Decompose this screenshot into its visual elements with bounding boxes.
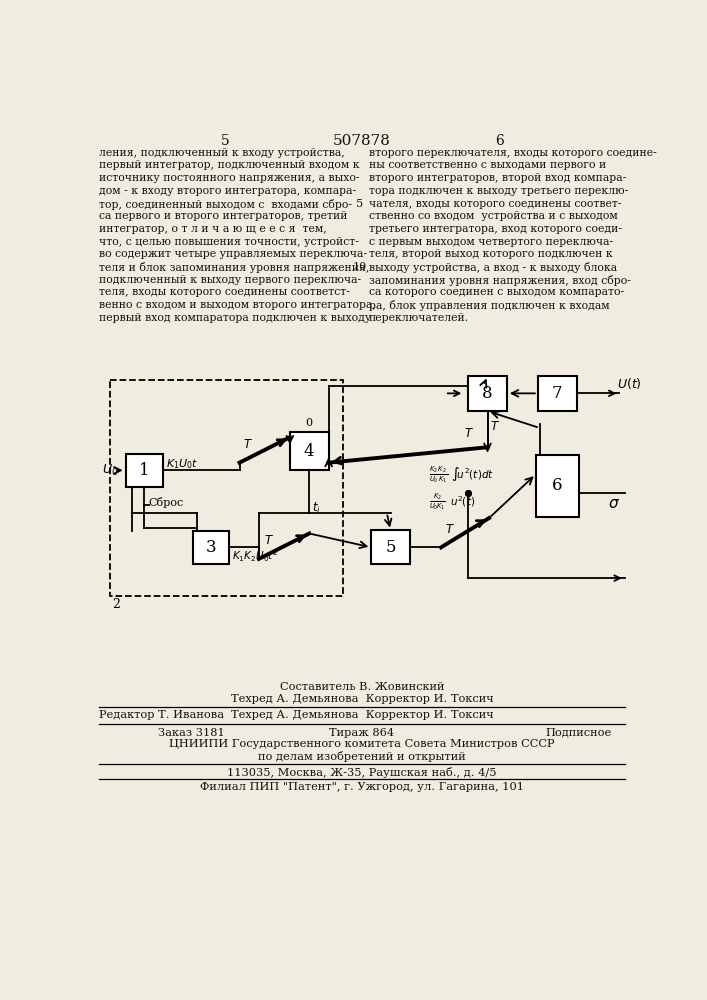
Text: 6: 6 <box>495 134 503 148</box>
Text: Подписное: Подписное <box>546 728 612 738</box>
Text: $T$: $T$ <box>243 438 253 451</box>
Text: 507878: 507878 <box>333 134 391 148</box>
Text: 5: 5 <box>356 199 363 209</box>
Text: $K_1K_2U_0t^2$: $K_1K_2U_0t^2$ <box>232 549 279 564</box>
Text: Составитель В. Жовинский: Составитель В. Жовинский <box>280 682 444 692</box>
Text: ЦНИИПИ Государственного комитета Совета Министров СССР: ЦНИИПИ Государственного комитета Совета … <box>169 739 555 749</box>
Text: теля и блок запоминания уровня напряжения,: теля и блок запоминания уровня напряжени… <box>99 262 370 273</box>
Text: подключенный к выходу первого переключа-: подключенный к выходу первого переключа- <box>99 275 361 285</box>
Text: интегратор, о т л и ч а ю щ е е с я  тем,: интегратор, о т л и ч а ю щ е е с я тем, <box>99 224 327 234</box>
Bar <box>126 454 163 487</box>
Text: первый вход компаратора подключен к выходу: первый вход компаратора подключен к выхо… <box>99 313 371 323</box>
Text: $u^2(t)$: $u^2(t)$ <box>450 494 474 509</box>
Text: 10: 10 <box>353 262 367 272</box>
Text: тор, соединенный выходом с  входами сбро-: тор, соединенный выходом с входами сбро- <box>99 199 352 210</box>
Text: Филиал ПИП "Патент", г. Ужгород, ул. Гагарина, 101: Филиал ПИП "Патент", г. Ужгород, ул. Гаг… <box>200 782 524 792</box>
Text: 0: 0 <box>305 418 312 428</box>
Text: Техред А. Демьянова  Корректор И. Токсич: Техред А. Демьянова Корректор И. Токсич <box>230 694 493 704</box>
Text: тора подключен к выходу третьего переклю-: тора подключен к выходу третьего переклю… <box>369 186 629 196</box>
Text: Техред А. Демьянова  Корректор И. Токсич: Техред А. Демьянова Корректор И. Токсич <box>230 710 493 720</box>
Text: Заказ 3181: Заказ 3181 <box>158 728 225 738</box>
Text: 5: 5 <box>385 539 396 556</box>
Bar <box>536 455 578 517</box>
Text: $K_1U_0t$: $K_1U_0t$ <box>166 457 199 471</box>
Text: источнику постоянного напряжения, а выхо-: источнику постоянного напряжения, а выхо… <box>99 173 360 183</box>
Text: $\int\!u^2(t)dt$: $\int\!u^2(t)dt$ <box>451 465 494 483</box>
Bar <box>193 531 228 564</box>
Text: $U_0$: $U_0$ <box>103 463 119 478</box>
Text: 5: 5 <box>221 134 230 148</box>
Text: чателя, входы которого соединены соответ-: чателя, входы которого соединены соответ… <box>369 199 621 209</box>
Text: 2: 2 <box>112 598 120 611</box>
Text: дом - к входу второго интегратора, компара-: дом - к входу второго интегратора, компа… <box>99 186 356 196</box>
Text: первый интегратор, подключенный входом к: первый интегратор, подключенный входом к <box>99 160 360 170</box>
Text: $T$: $T$ <box>264 534 274 547</box>
Text: $T$: $T$ <box>464 427 474 440</box>
Text: $T$: $T$ <box>445 523 455 536</box>
Text: са которого соединен с выходом компарато-: са которого соединен с выходом компарато… <box>369 287 624 297</box>
Text: запоминания уровня напряжения, вход сбро-: запоминания уровня напряжения, вход сбро… <box>369 275 631 286</box>
Text: $t_i$: $t_i$ <box>312 501 320 516</box>
Text: 3: 3 <box>206 539 216 556</box>
Text: 6: 6 <box>552 477 563 494</box>
Text: Редактор Т. Иванова: Редактор Т. Иванова <box>99 710 224 720</box>
Text: с первым выходом четвертого переключа-: с первым выходом четвертого переключа- <box>369 237 613 247</box>
Text: теля, второй выход которого подключен к: теля, второй выход которого подключен к <box>369 249 613 259</box>
Text: $\sigma$: $\sigma$ <box>608 497 620 511</box>
Bar <box>290 432 329 470</box>
Text: 1: 1 <box>139 462 149 479</box>
Text: $\frac{K_2}{U_0\!K_1}$: $\frac{K_2}{U_0\!K_1}$ <box>429 491 446 512</box>
Text: выходу устройства, а вход - к выходу блока: выходу устройства, а вход - к выходу бло… <box>369 262 617 273</box>
Text: второго переключателя, входы которого соедине-: второго переключателя, входы которого со… <box>369 148 657 158</box>
Text: венно с входом и выходом второго интегратора,: венно с входом и выходом второго интегра… <box>99 300 376 310</box>
Bar <box>110 380 343 596</box>
Text: ления, подключенный к входу устройства,: ления, подключенный к входу устройства, <box>99 148 345 158</box>
Text: 113035, Москва, Ж-35, Раушская наб., д. 4/5: 113035, Москва, Ж-35, Раушская наб., д. … <box>227 767 497 778</box>
Text: 7: 7 <box>552 385 563 402</box>
Bar <box>468 376 507 411</box>
Text: Тираж 864: Тираж 864 <box>329 728 395 738</box>
Bar <box>538 376 577 411</box>
Text: $U(t)$: $U(t)$ <box>617 376 642 391</box>
Text: что, с целью повышения точности, устройст-: что, с целью повышения точности, устройс… <box>99 237 359 247</box>
Text: 4: 4 <box>304 443 315 460</box>
Text: теля, входы которого соединены соответст-: теля, входы которого соединены соответст… <box>99 287 350 297</box>
Text: ра, блок управления подключен к входам: ра, блок управления подключен к входам <box>369 300 609 311</box>
Text: по делам изобретений и открытий: по делам изобретений и открытий <box>258 751 466 762</box>
Text: $\frac{K_2\,K_2}{U_0\,K_1}$: $\frac{K_2\,K_2}{U_0\,K_1}$ <box>429 464 448 485</box>
Text: 8: 8 <box>482 385 493 402</box>
Text: переключателей.: переключателей. <box>369 313 469 323</box>
Text: ны соответственно с выходами первого и: ны соответственно с выходами первого и <box>369 160 606 170</box>
Bar <box>371 530 410 564</box>
Text: Сброс: Сброс <box>149 497 184 508</box>
Text: во содержит четыре управляемых переключа-: во содержит четыре управляемых переключа… <box>99 249 367 259</box>
Text: са первого и второго интеграторов, третий: са первого и второго интеграторов, трети… <box>99 211 348 221</box>
Text: $T$: $T$ <box>490 420 500 433</box>
Text: второго интеграторов, второй вход компара-: второго интеграторов, второй вход компар… <box>369 173 626 183</box>
Text: ственно со входом  устройства и с выходом: ственно со входом устройства и с выходом <box>369 211 618 221</box>
Text: третьего интегратора, вход которого соеди-: третьего интегратора, вход которого соед… <box>369 224 622 234</box>
